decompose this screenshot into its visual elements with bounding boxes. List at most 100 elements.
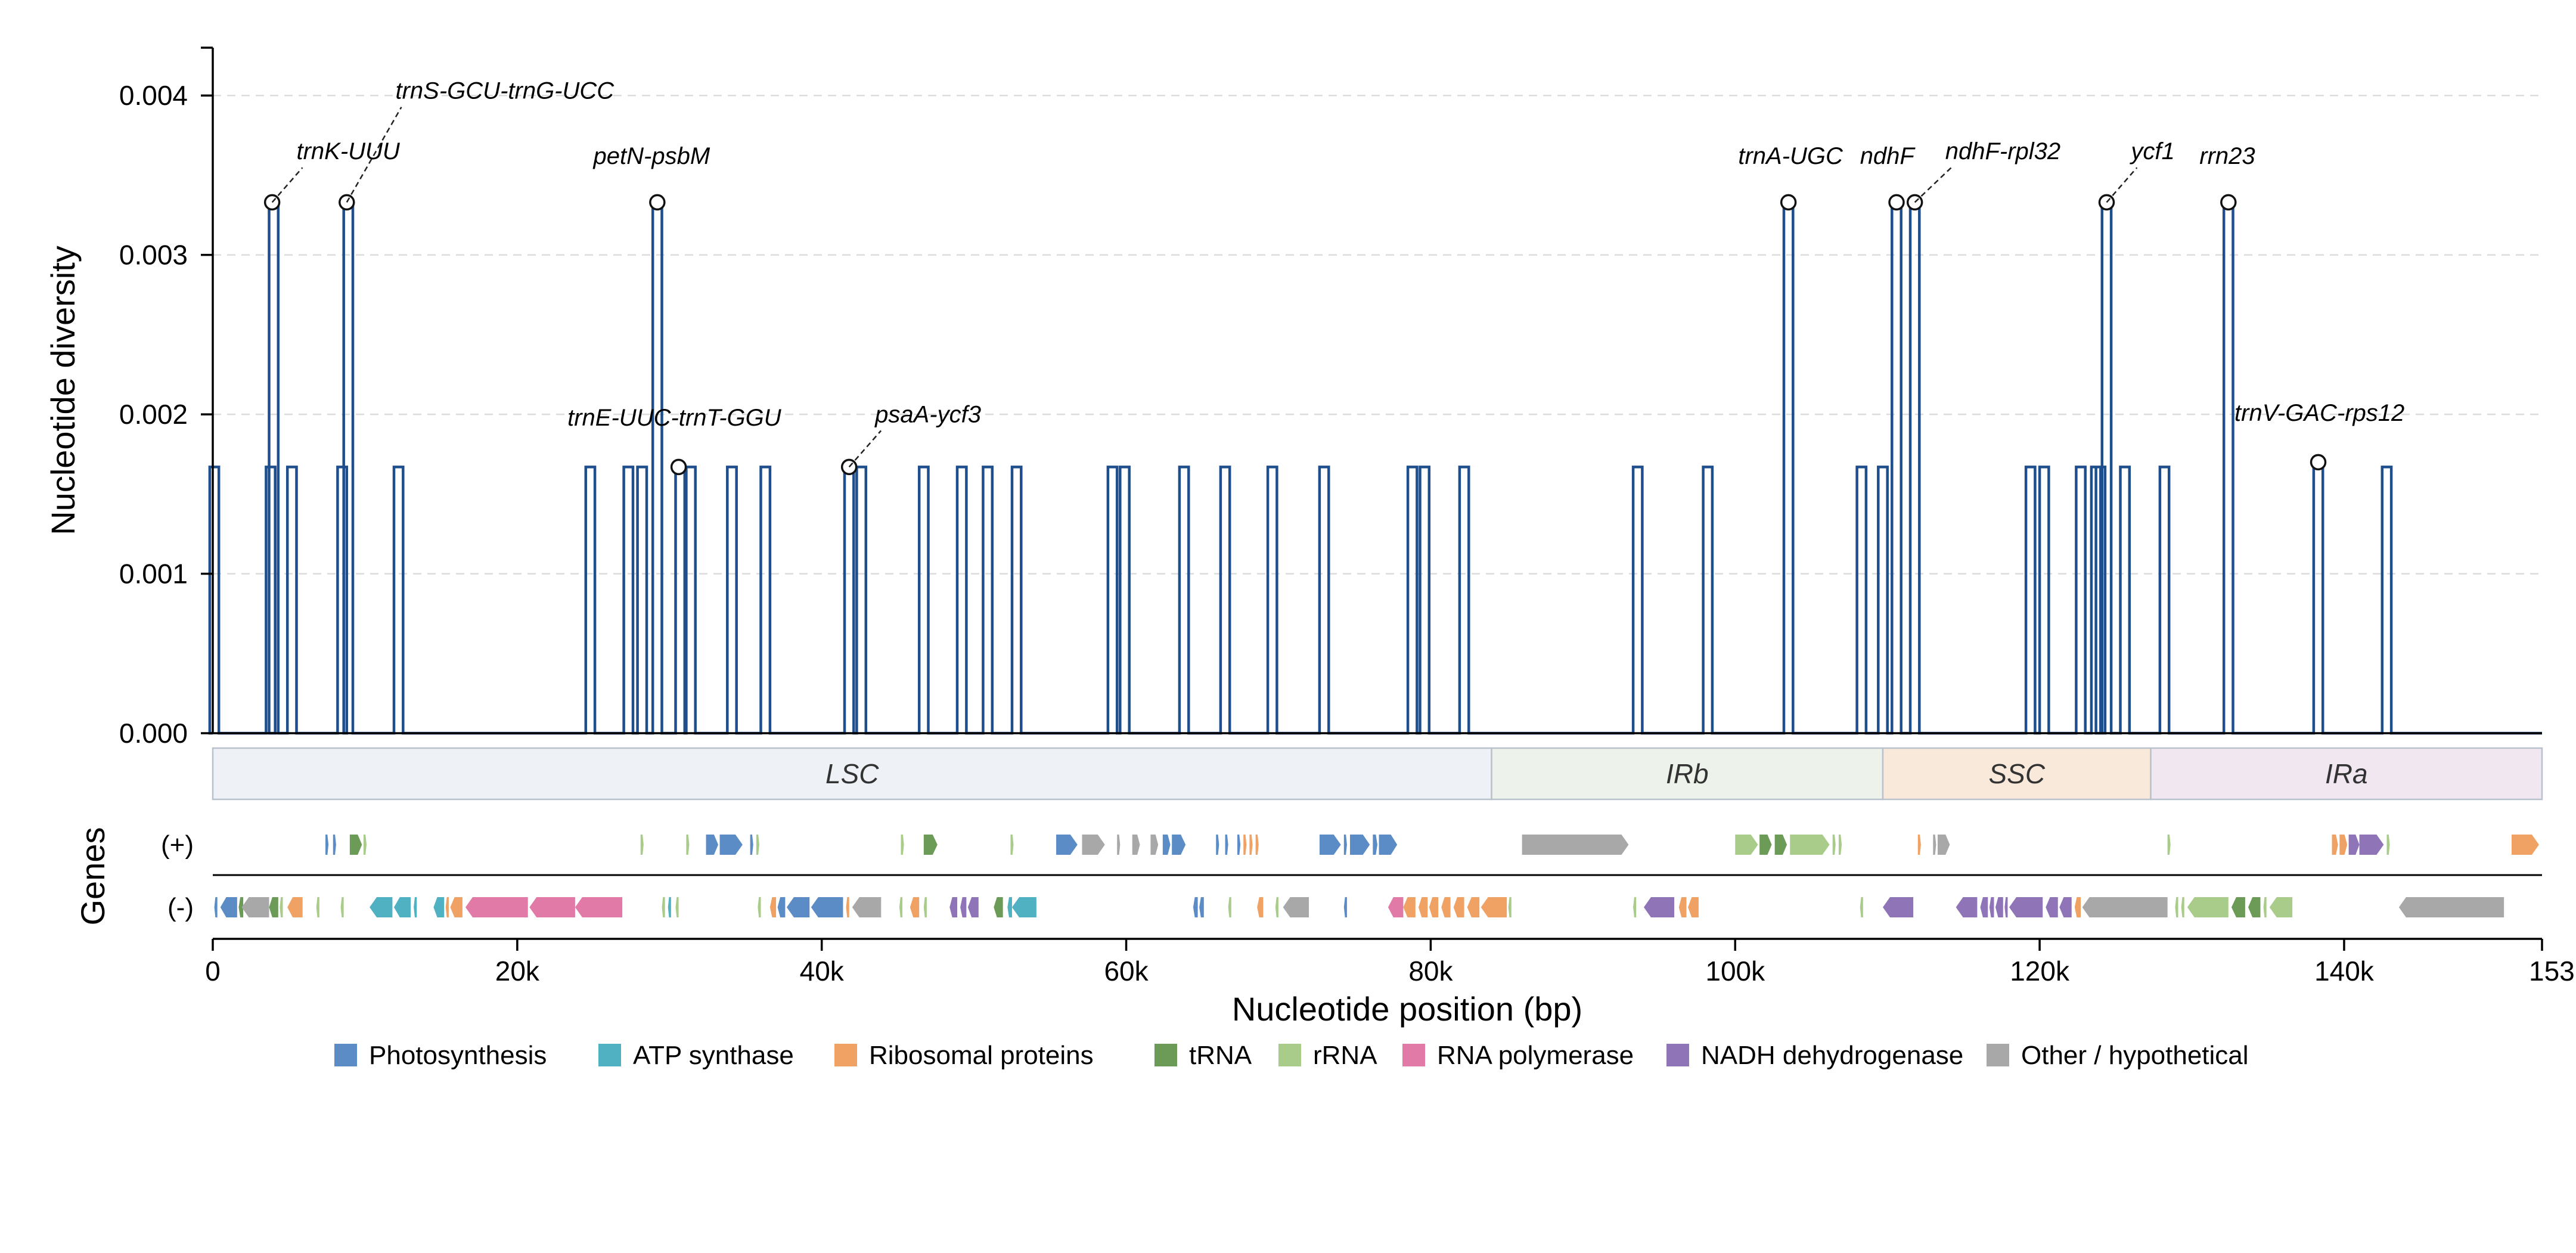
gene-21 (1225, 835, 1228, 855)
gene-55 (316, 897, 319, 917)
gene-61 (445, 897, 449, 917)
gene-7 (719, 835, 743, 855)
gene-38 (1917, 835, 1921, 855)
gene-40 (1937, 835, 1950, 855)
gene-101 (1633, 897, 1637, 917)
gene-20 (1216, 835, 1219, 855)
y-tick-label-0: 0.000 (119, 718, 188, 749)
gene-3 (363, 835, 367, 855)
gene-26 (1319, 835, 1341, 855)
gene-50 (238, 897, 244, 917)
legend-swatch-3 (1154, 1044, 1177, 1066)
gene-86 (1199, 897, 1204, 917)
gene-109 (1989, 897, 1994, 917)
strand-label-minus: (-) (167, 893, 194, 922)
annotation-label-3: trnE-UUC-trnT-GGU (567, 405, 782, 431)
gene-2 (349, 835, 362, 855)
genes-axis-title: Genes (74, 827, 111, 926)
peak-markers (263, 194, 2327, 476)
gene-93 (1403, 897, 1416, 917)
gene-47 (2511, 835, 2539, 855)
gene-19 (1172, 835, 1186, 855)
annotation-label-10: trnV-GAC-rps12 (2234, 400, 2404, 426)
gene-46 (2386, 835, 2390, 855)
y-tick-label-1: 0.001 (119, 559, 188, 590)
region-label-1: IRb (1666, 758, 1709, 789)
annotation-label-5: trnA-UGC (1738, 143, 1843, 169)
legend-swatch-5 (1402, 1044, 1425, 1066)
gene-108 (1980, 897, 1988, 917)
annotation-label-7: ndhF-rpl32 (1945, 138, 2060, 165)
gene-111 (2004, 897, 2008, 917)
gene-99 (1481, 897, 1507, 917)
gene-22 (1237, 835, 1241, 855)
annotation-label-8: ycf1 (2129, 138, 2174, 165)
gene-4 (640, 835, 644, 855)
gene-117 (2175, 897, 2178, 917)
gene-77 (910, 897, 920, 917)
gene-95 (1429, 897, 1439, 917)
gene-18 (1162, 835, 1171, 855)
gene-9 (756, 835, 759, 855)
peak-marker-2 (649, 194, 666, 211)
legend-label-5: RNA polymerase (1437, 1041, 1634, 1070)
gene-33 (1759, 835, 1772, 855)
gene-45 (2359, 835, 2384, 855)
gene-37 (1838, 835, 1842, 855)
region-irb (1491, 747, 1884, 801)
gene-92 (1388, 897, 1404, 917)
gene-85 (1193, 897, 1198, 917)
gene-43 (2339, 835, 2348, 855)
gene-69 (758, 897, 761, 917)
gene-25 (1255, 835, 1259, 855)
gene-track: (+) (-) Genes (74, 827, 2542, 926)
legend-swatch-0 (334, 1044, 357, 1066)
annotation-label-4: psaA-ycf3 (874, 401, 981, 427)
gene-105 (1860, 897, 1863, 917)
x-tick-label-8: 153k (2529, 956, 2576, 987)
gene-8 (750, 835, 753, 855)
gene-51 (241, 897, 269, 917)
gene-116 (2082, 897, 2168, 917)
gene-12 (1010, 835, 1014, 855)
peak-marker-6 (1888, 194, 1905, 211)
legend: Photosynthesis ATP synthase Ribosomal prot… (334, 1041, 2249, 1070)
gene-83 (1007, 897, 1012, 917)
gene-94 (1418, 897, 1428, 917)
gene-67 (668, 897, 671, 917)
gene-34 (1774, 835, 1787, 855)
gene-120 (2231, 897, 2245, 917)
gene-123 (2269, 897, 2293, 917)
gene-66 (662, 897, 665, 917)
y-tick-label-2: 0.002 (119, 399, 188, 430)
gene-89 (1275, 897, 1278, 917)
gene-11 (923, 835, 938, 855)
region-lsc (212, 747, 1492, 801)
gene-32 (1735, 835, 1758, 855)
gene-39 (1933, 835, 1936, 855)
gene-17 (1150, 835, 1159, 855)
gene-10 (901, 835, 904, 855)
gene-58 (393, 897, 411, 917)
gene-121 (2248, 897, 2261, 917)
y-tick-label-3: 0.003 (119, 240, 188, 271)
gene-29 (1373, 835, 1377, 855)
legend-label-2: Ribosomal proteins (869, 1041, 1094, 1070)
gene-27 (1343, 835, 1347, 855)
gene-91 (1343, 897, 1347, 917)
region-ira (2150, 747, 2543, 801)
gene-78 (923, 897, 927, 917)
gene-96 (1441, 897, 1451, 917)
legend-swatch-1 (598, 1044, 621, 1066)
legend-swatch-4 (1278, 1044, 1301, 1066)
annotation-label-6: ndhF (1860, 143, 1916, 169)
legend-label-4: rRNA (1313, 1041, 1377, 1070)
gene-76 (899, 897, 903, 917)
axes: 0.000 0.001 0.002 0.003 0.004 Nucleotide dive… (44, 46, 2576, 1028)
peak-marker-3 (670, 458, 687, 476)
annotation-leader-0 (271, 167, 303, 203)
gene-5 (686, 835, 690, 855)
legend-swatch-7 (1987, 1044, 2009, 1066)
gene-106 (1883, 897, 1914, 917)
